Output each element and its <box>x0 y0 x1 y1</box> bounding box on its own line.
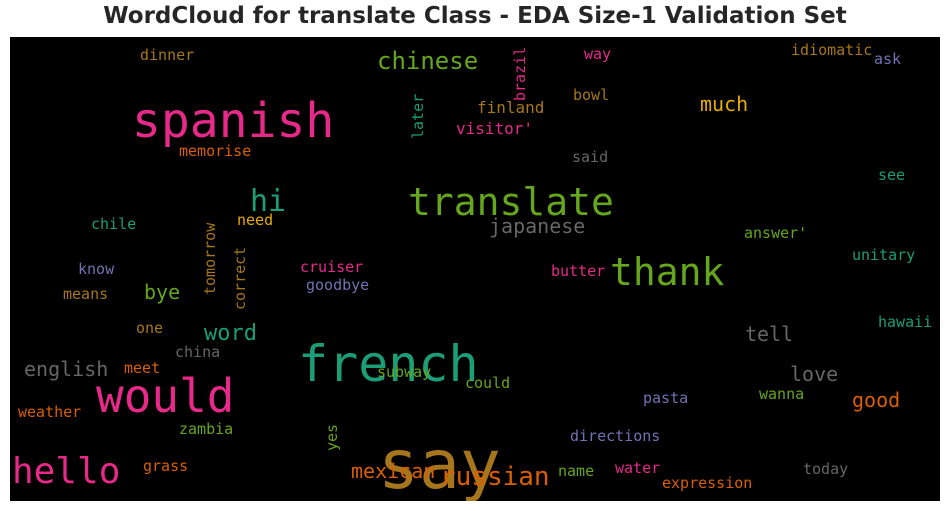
word-cloud-svg: say french spanish would translate thank hello… <box>12 41 932 501</box>
word-ask: ask <box>874 50 901 68</box>
word-visitor: visitor' <box>456 119 533 138</box>
word-later: later <box>409 94 427 139</box>
word-would: would <box>96 369 234 423</box>
word-french: french <box>298 335 479 393</box>
word-grass: grass <box>143 457 188 475</box>
word-hello: hello <box>12 451 120 492</box>
word-bowl: bowl <box>573 86 609 104</box>
word-spanish: spanish <box>132 93 334 149</box>
word-hawaii: hawaii <box>878 313 932 331</box>
word-dinner: dinner <box>140 46 194 64</box>
word-love: love <box>790 362 838 386</box>
word-wanna: wanna <box>759 385 804 403</box>
word-good: good <box>852 388 900 412</box>
word-brazil: brazil <box>511 47 529 101</box>
word-word: word <box>204 321 257 346</box>
word-translate: translate <box>408 180 614 224</box>
word-thank: thank <box>610 250 725 294</box>
word-idiomatic: idiomatic <box>791 41 872 59</box>
word-english: english <box>24 357 108 381</box>
word-way: way <box>584 45 611 63</box>
word-name: name <box>558 462 594 480</box>
word-directions: directions <box>570 427 660 445</box>
word-memorise: memorise <box>179 142 251 160</box>
word-cloud: say french spanish would translate thank hello… <box>10 37 940 501</box>
word-answer: answer' <box>744 224 807 242</box>
word-hi: hi <box>250 184 286 219</box>
word-expression: expression <box>662 474 752 492</box>
word-yes: yes <box>323 424 341 451</box>
word-water: water <box>615 459 660 477</box>
word-butter: butter <box>551 262 605 280</box>
word-russian: russian <box>440 462 550 492</box>
word-bye: bye <box>144 280 180 304</box>
word-correct: correct <box>231 247 249 310</box>
word-cruiser: cruiser <box>300 258 363 276</box>
word-weather: weather <box>18 403 81 421</box>
word-goodbye: goodbye <box>306 276 369 294</box>
word-could: could <box>465 374 510 392</box>
chart-title: WordCloud for translate Class - EDA Size… <box>103 3 847 29</box>
word-means: means <box>63 285 108 303</box>
word-tomorrow: tomorrow <box>201 222 219 295</box>
word-know: know <box>78 260 115 278</box>
word-need: need <box>237 211 273 229</box>
word-said: said <box>572 148 608 166</box>
word-finland: finland <box>477 98 544 117</box>
word-say: say <box>378 426 501 501</box>
word-mexican: mexican <box>351 459 435 483</box>
word-china: china <box>175 343 220 361</box>
word-subway: subway <box>377 363 431 381</box>
word-japanese: japanese <box>489 214 585 238</box>
word-pasta: pasta <box>643 389 688 407</box>
word-much: much <box>700 92 748 116</box>
word-tell: tell <box>745 322 793 346</box>
word-chile: chile <box>91 215 136 233</box>
word-see: see <box>878 166 905 184</box>
word-meet: meet <box>124 359 160 377</box>
word-chinese: chinese <box>377 47 478 75</box>
word-unitary: unitary <box>852 246 915 264</box>
word-one: one <box>136 319 163 337</box>
word-zambia: zambia <box>179 420 233 438</box>
word-today: today <box>803 460 848 478</box>
